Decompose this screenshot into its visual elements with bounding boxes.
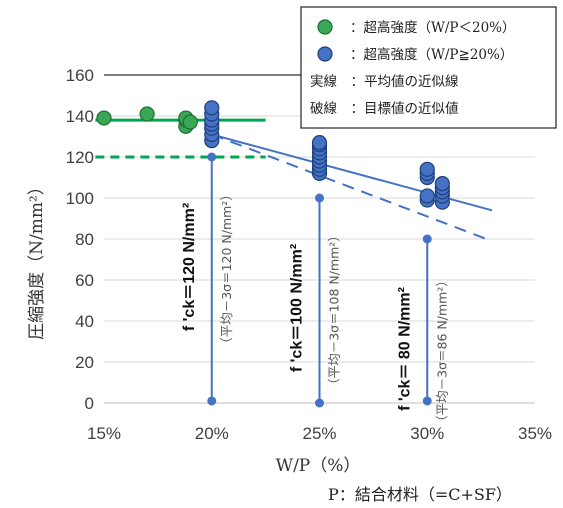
green-data-point	[96, 110, 112, 126]
legend-box	[300, 6, 557, 129]
fck-bottom-marker	[315, 398, 324, 408]
legend-green-marker	[317, 19, 333, 35]
fck-value-label: f 'ck＝100 N/mm²	[289, 244, 306, 372]
y-tick-label: 80	[75, 230, 94, 249]
x-tick-labels: 15% 20% 25% 30% 35%	[87, 424, 552, 443]
y-tick-label: 100	[66, 189, 94, 208]
fck-top-marker	[315, 193, 324, 203]
y-tick-labels: 0 20 40 60 80 100 120 140 160	[66, 66, 94, 413]
legend-entry-label: ：超高強度（W/P≧20%）	[350, 46, 513, 63]
data-points	[96, 100, 450, 210]
green-data-point	[139, 106, 155, 122]
blue-data-point	[311, 135, 328, 151]
blue-data-point	[204, 100, 220, 116]
x-tick-label: 25%	[302, 424, 336, 443]
mean-minus-3sigma-label: （平均－3σ＝108 N/mm²）	[327, 229, 342, 391]
y-axis-label: 圧縮強度（N/mm²）	[27, 178, 47, 340]
fck-bottom-marker	[422, 396, 432, 406]
y-tick-label: 40	[75, 312, 94, 331]
y-tick-label: 120	[66, 148, 94, 167]
fck-top-marker	[207, 152, 217, 162]
y-tick-label: 0	[85, 394, 94, 413]
fck-value-label: f 'ck＝120 N/mm²	[181, 203, 198, 331]
legend-blue-marker	[317, 46, 333, 62]
fck-labels: f 'ck＝120 N/mm² （平均－3σ＝120 N/mm²） f 'ck＝10…	[181, 188, 450, 428]
fck-stems	[207, 152, 432, 408]
fck-top-marker	[422, 234, 432, 244]
x-tick-label: 15%	[87, 424, 121, 443]
legend-entry-label: 実線 ：平均値の近似線	[310, 74, 459, 90]
legend-entry-label: ：超高強度（W/P＜20%）	[350, 19, 516, 36]
y-tick-label: 20	[75, 353, 94, 372]
mean-minus-3sigma-label: （平均－3σ＝86 N/mm²）	[434, 274, 449, 428]
legend: ：超高強度（W/P＜20%） ：超高強度（W/P≧20%） 実線 ：平均値の近似線破…	[300, 6, 557, 129]
y-tick-label: 60	[75, 271, 94, 290]
x-tick-label: 35%	[518, 424, 552, 443]
blue-data-point	[419, 161, 435, 177]
blue-data-point	[419, 188, 435, 204]
y-tick-label: 160	[66, 66, 94, 85]
fck-value-label: f 'ck＝ 80 N/mm²	[396, 287, 413, 411]
binder-note: P：結合材料（=C+SF）	[328, 485, 512, 504]
y-tick-label: 140	[66, 107, 94, 126]
mean-minus-3sigma-label: （平均－3σ＝120 N/mm²）	[219, 188, 234, 350]
x-tick-label: 30%	[410, 424, 444, 443]
average-fit-line	[211, 133, 493, 212]
fck-bottom-marker	[207, 396, 217, 406]
blue-data-point	[434, 176, 450, 192]
target-fit-line	[211, 133, 493, 242]
green-data-point	[182, 114, 198, 130]
legend-entry-label: 破線 ：目標値の近似値	[310, 101, 459, 117]
x-axis-label: W/P（%）	[276, 456, 361, 476]
x-tick-label: 20%	[195, 424, 229, 443]
